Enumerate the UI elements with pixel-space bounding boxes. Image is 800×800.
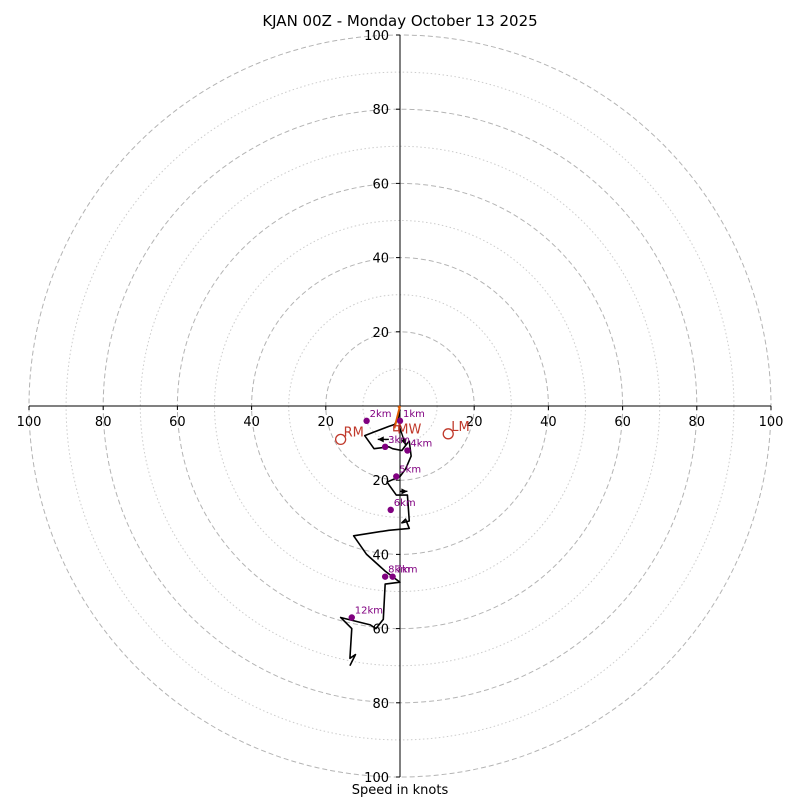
x-tick-label: 40 bbox=[540, 415, 557, 430]
arrow-head bbox=[400, 438, 407, 445]
height-label-6km: 6km bbox=[394, 498, 416, 509]
height-marker-2km bbox=[363, 417, 370, 425]
lm-label: LM bbox=[451, 420, 469, 435]
storm-vectors bbox=[393, 405, 401, 429]
storm-vector bbox=[393, 405, 401, 429]
rm-marker bbox=[334, 433, 347, 446]
y-tick-label: 60 bbox=[372, 177, 389, 192]
y-tick-label: 100 bbox=[364, 771, 389, 786]
height-marker-1km bbox=[396, 417, 404, 425]
height-label-3km: 3km bbox=[388, 435, 410, 446]
y-tick-label: 40 bbox=[372, 548, 389, 563]
mean-wind-marker bbox=[393, 425, 400, 432]
height-marker-8km bbox=[381, 573, 389, 580]
height-marker-3km bbox=[381, 443, 389, 451]
height-label-5km: 5km bbox=[399, 464, 421, 475]
height-marker-12km bbox=[348, 614, 355, 621]
y-tick-label: 80 bbox=[372, 103, 389, 118]
arrow-head bbox=[377, 436, 384, 443]
height-marker-7km bbox=[389, 573, 396, 580]
y-tick-label: 20 bbox=[372, 326, 389, 341]
x-tick-label: 20 bbox=[466, 415, 483, 430]
x-tick-label: 60 bbox=[614, 415, 631, 430]
y-tick-label: 40 bbox=[372, 252, 389, 267]
y-tick-label: 80 bbox=[372, 697, 389, 712]
x-tick-label: 100 bbox=[17, 415, 42, 430]
height-label-7km: 7km bbox=[396, 565, 418, 576]
height-label-12km: 12km bbox=[355, 605, 383, 616]
x-axis-label: Speed in knots bbox=[351, 783, 449, 798]
y-tick-label: 20 bbox=[372, 474, 389, 489]
tick-labels: 100 80 60 40 20 20 40 60 80 100 100 80 60 40 20 20 40 60 8… bbox=[17, 29, 784, 786]
height-marker-5km bbox=[393, 473, 400, 480]
y-tick-label: 60 bbox=[372, 623, 389, 638]
x-tick-label: 80 bbox=[95, 415, 112, 430]
arrow-head bbox=[401, 488, 408, 495]
y-tick-label: 100 bbox=[364, 29, 389, 44]
x-tick-label: 20 bbox=[318, 415, 335, 430]
x-tick-label: 60 bbox=[169, 415, 186, 430]
trace-arrows bbox=[377, 428, 408, 495]
height-marker-6km bbox=[387, 506, 394, 514]
height-label-4km: 4km bbox=[410, 439, 432, 450]
height-label-8km: 8km bbox=[388, 565, 410, 576]
mean-wind-label: MW bbox=[397, 422, 421, 437]
height-label-1km: 1km bbox=[403, 409, 425, 420]
lm-marker bbox=[442, 428, 454, 440]
hodograph-trace bbox=[339, 409, 412, 667]
chart-title: KJAN 00Z - Monday October 13 2025 bbox=[262, 12, 538, 30]
rm-label: RM bbox=[344, 425, 364, 440]
x-tick-label: 100 bbox=[759, 415, 784, 430]
storm-motions: RM LM MW bbox=[334, 420, 470, 446]
x-tick-label: 80 bbox=[689, 415, 706, 430]
height-marker-4km bbox=[404, 447, 411, 454]
x-tick-label: 40 bbox=[243, 415, 260, 430]
height-label-2km: 2km bbox=[370, 409, 392, 420]
